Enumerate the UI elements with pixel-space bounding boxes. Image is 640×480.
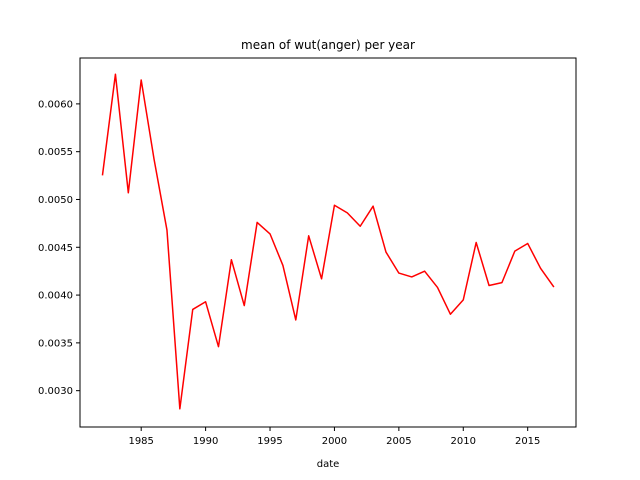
series-line xyxy=(101,73,555,410)
x-tick-label: 1995 xyxy=(257,436,282,447)
x-axis-ticks: 1985 1990 1995 2000 2005 2010 2015 xyxy=(128,427,540,447)
chart-title: mean of wut(anger) per year xyxy=(241,38,415,52)
x-tick-label: 2010 xyxy=(451,436,476,447)
y-tick-label: 0.0040 xyxy=(38,291,73,302)
x-tick-label: 2015 xyxy=(515,436,540,447)
x-tick-label: 1990 xyxy=(193,436,218,447)
y-tick-label: 0.0055 xyxy=(38,147,73,158)
y-tick-label: 0.0030 xyxy=(38,386,73,397)
x-tick-label: 1985 xyxy=(128,436,153,447)
x-tick-label: 2005 xyxy=(386,436,411,447)
plot-frame xyxy=(79,57,577,428)
y-tick-label: 0.0035 xyxy=(38,338,73,349)
y-axis-ticks: 0.0030 0.0035 0.0040 0.0045 0.0050 0.0055 0.00… xyxy=(38,99,80,397)
y-tick-label: 0.0045 xyxy=(38,243,73,254)
y-tick-label: 0.0050 xyxy=(38,195,73,206)
x-tick-label: 2000 xyxy=(322,436,347,447)
series-layer xyxy=(101,73,555,410)
y-tick-label: 0.0060 xyxy=(38,99,73,110)
x-axis-title: date xyxy=(317,459,340,470)
